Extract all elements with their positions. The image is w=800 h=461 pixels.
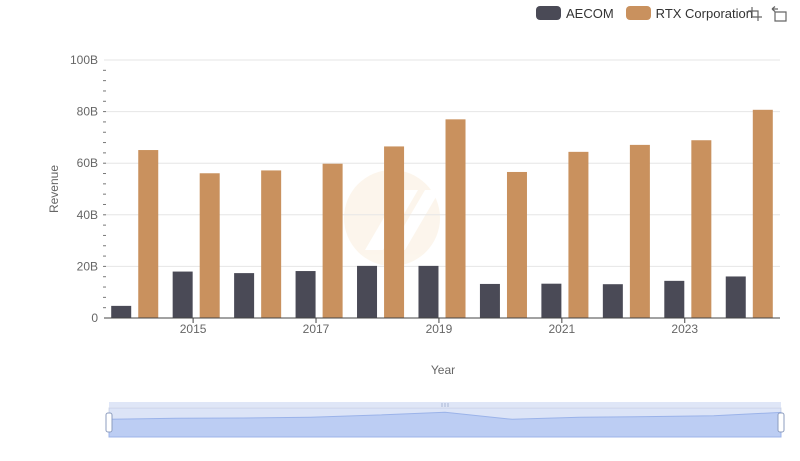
bar-aecom-2023[interactable]: [664, 280, 685, 318]
bar-rtx-2024[interactable]: [752, 109, 773, 318]
bar-rtx-2019[interactable]: [445, 119, 466, 318]
x-axis-title: Year: [431, 363, 455, 377]
bar-aecom-2021[interactable]: [541, 283, 562, 318]
y-tick-label: 100B: [70, 53, 98, 67]
y-tick-label: 20B: [77, 259, 98, 273]
zoom-reset-icon[interactable]: [771, 6, 787, 22]
y-axis-title: Revenue: [47, 165, 61, 213]
data-zoom-right-handle[interactable]: [777, 412, 785, 433]
y-axis-minor-ticks: [103, 69, 106, 309]
x-axis-tick-labels: 2015 2017 2019 2021 2023: [180, 318, 698, 336]
data-zoom-grip-icon[interactable]: [441, 403, 449, 407]
legend-swatch: [536, 6, 561, 20]
x-tick-label: 2021: [548, 322, 575, 336]
legend-item-aecom[interactable]: AECOM: [536, 6, 614, 21]
y-tick-label: 80B: [77, 105, 98, 119]
legend: AECOM RTX Corporation: [536, 4, 765, 22]
bar-aecom-2015[interactable]: [172, 271, 193, 318]
bar-rtx-2021[interactable]: [568, 151, 589, 318]
x-tick-label: 2015: [180, 322, 207, 336]
y-tick-label: 40B: [77, 208, 98, 222]
data-zoom-slider[interactable]: [105, 402, 785, 438]
bar-rtx-2018[interactable]: [384, 146, 405, 318]
bar-aecom-2017[interactable]: [295, 271, 316, 318]
bar-aecom-2019[interactable]: [418, 265, 439, 318]
bar-rtx-2016[interactable]: [261, 170, 282, 318]
bar-rtx-2023[interactable]: [691, 140, 712, 318]
bar-aecom-2014[interactable]: [111, 305, 132, 318]
bar-aecom-2024[interactable]: [725, 276, 746, 318]
y-axis-tick-labels: 0 20B 40B 60B 80B 100B: [70, 53, 98, 325]
x-tick-label: 2019: [426, 322, 453, 336]
bars: [111, 109, 773, 318]
bar-rtx-2022[interactable]: [629, 144, 650, 318]
data-zoom-selection[interactable]: [109, 408, 781, 437]
y-tick-label: 0: [91, 311, 98, 325]
bar-rtx-2014[interactable]: [138, 150, 159, 318]
bar-aecom-2016[interactable]: [234, 273, 255, 318]
legend-swatch: [625, 6, 651, 20]
legend-label: AECOM: [566, 5, 614, 21]
bar-aecom-2018[interactable]: [357, 265, 378, 318]
x-tick-label: 2023: [671, 322, 698, 336]
x-tick-label: 2017: [303, 322, 330, 336]
data-zoom-left-handle[interactable]: [105, 412, 113, 433]
data-zoom-preview-area: [108, 411, 782, 438]
bar-rtx-2020[interactable]: [506, 171, 527, 318]
legend-item-rtx[interactable]: RTX Corporation: [625, 5, 753, 21]
zoom-icon[interactable]: [747, 6, 763, 22]
bar-rtx-2017[interactable]: [322, 163, 343, 318]
bar-rtx-2015[interactable]: [199, 173, 220, 318]
bar-aecom-2022[interactable]: [602, 284, 623, 318]
y-tick-label: 60B: [77, 156, 98, 170]
toolbox: [747, 6, 795, 22]
bar-aecom-2020[interactable]: [479, 283, 500, 318]
legend-label: RTX Corporation: [655, 5, 753, 21]
